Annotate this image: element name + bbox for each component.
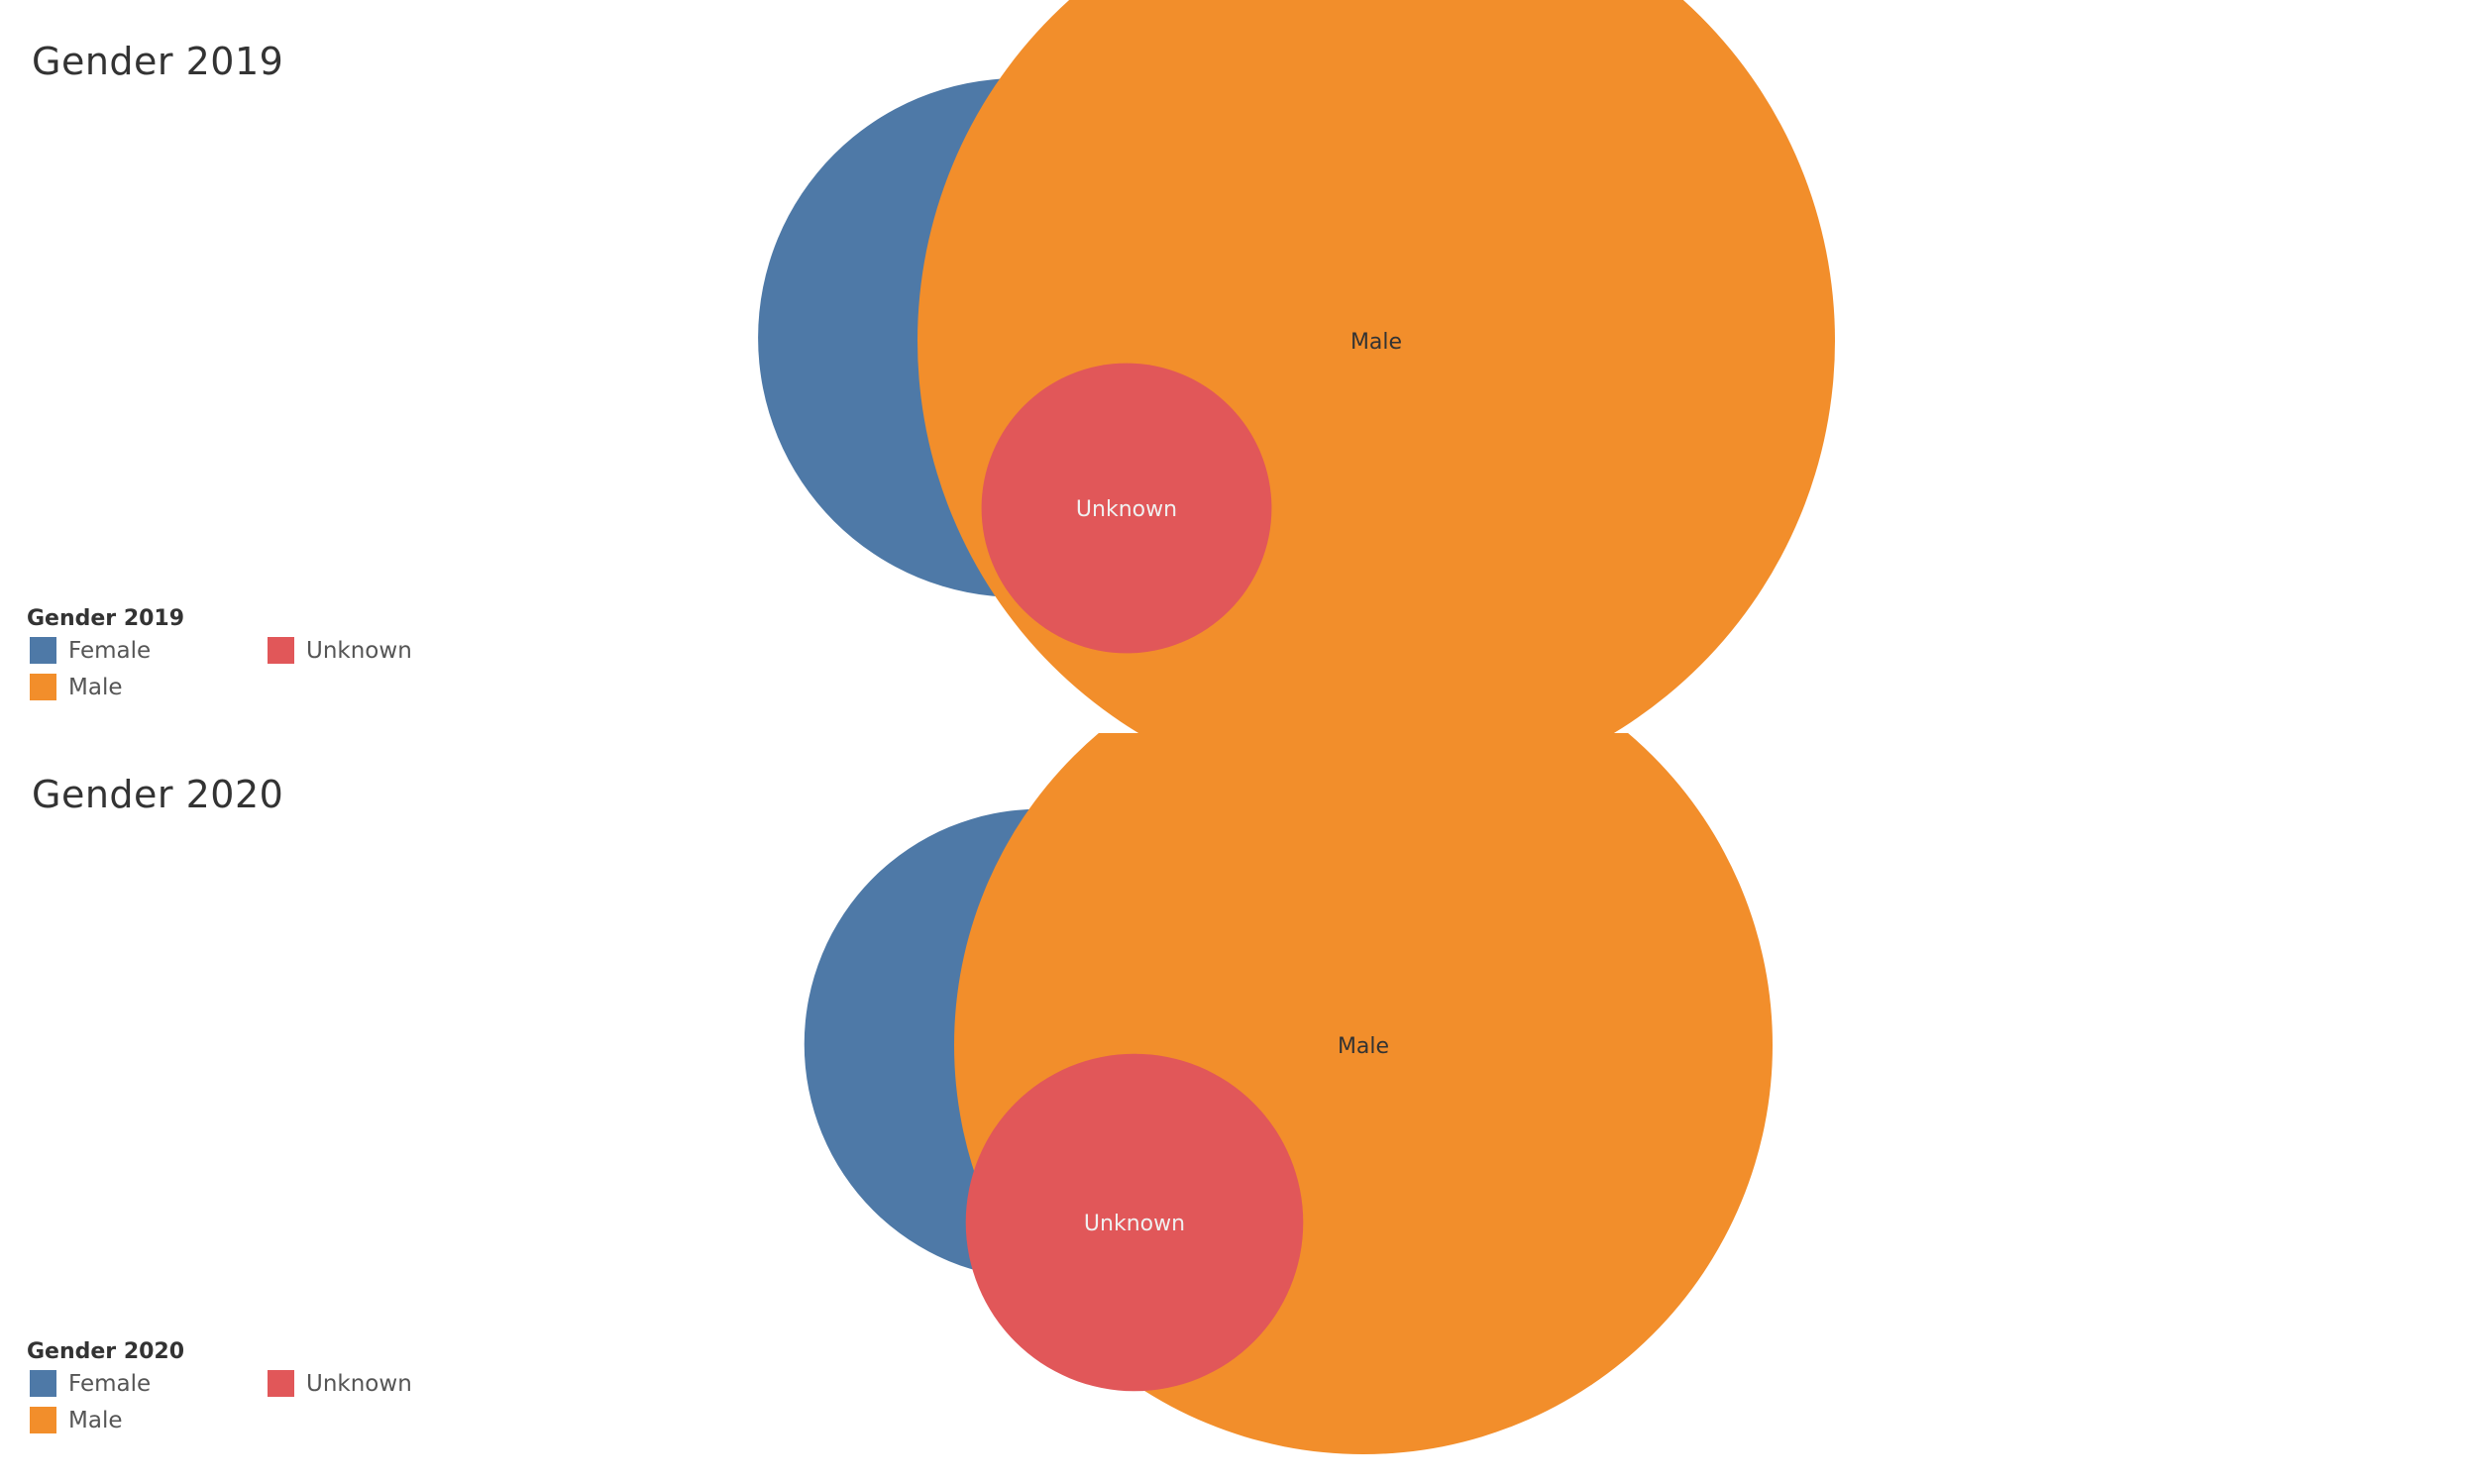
legend-swatch-unknown: [268, 1370, 294, 1397]
legend-item-unknown[interactable]: Unknown: [265, 637, 502, 664]
chart-panel-2020: Gender 2020 Female Male Unknown Gender 202…: [0, 733, 2479, 1484]
legend-label: Female: [68, 1370, 152, 1397]
legend-label: Male: [68, 1407, 123, 1433]
bubble-label-unknown: Unknown: [1076, 497, 1177, 522]
bubble-chart-2020: FemaleMaleUnknown: [804, 733, 1773, 1454]
bubble-unknown[interactable]: [981, 363, 1272, 654]
bubble-label-male: Male: [1350, 330, 1402, 355]
chart-panel-2019: Gender 2019 Female Male Unknown Gender 201…: [0, 0, 2479, 733]
legend-swatch-male: [30, 674, 56, 700]
legend-label: Unknown: [306, 637, 412, 664]
bubble-unknown[interactable]: [965, 1053, 1304, 1392]
legend-title: Gender 2020: [27, 1339, 185, 1364]
bubble-label-unknown: Unknown: [1084, 1212, 1185, 1236]
legend-swatch-female: [30, 1370, 56, 1397]
legend-title: Gender 2019: [27, 606, 185, 631]
legend-swatch-unknown: [268, 637, 294, 664]
legend-item-male[interactable]: Male: [27, 674, 265, 700]
legend-item-female[interactable]: Female: [27, 637, 265, 664]
legend-swatch-female: [30, 637, 56, 664]
legend-item-male[interactable]: Male: [27, 1407, 265, 1433]
legend-2019: Gender 2019 Female Unknown Male: [27, 606, 502, 700]
bubble-chart-2019: FemaleMaleUnknown: [758, 0, 1835, 733]
legend-swatch-male: [30, 1407, 56, 1433]
legend-item-unknown[interactable]: Unknown: [265, 1370, 502, 1397]
legend-2020: Gender 2020 Female Unknown Male: [27, 1339, 502, 1433]
legend-item-female[interactable]: Female: [27, 1370, 265, 1397]
chart-title: Gender 2020: [32, 773, 284, 816]
chart-title: Gender 2019: [32, 40, 284, 83]
legend-label: Male: [68, 674, 123, 700]
bubble-label-male: Male: [1338, 1034, 1389, 1059]
legend-label: Unknown: [306, 1370, 412, 1397]
legend-label: Female: [68, 637, 152, 664]
